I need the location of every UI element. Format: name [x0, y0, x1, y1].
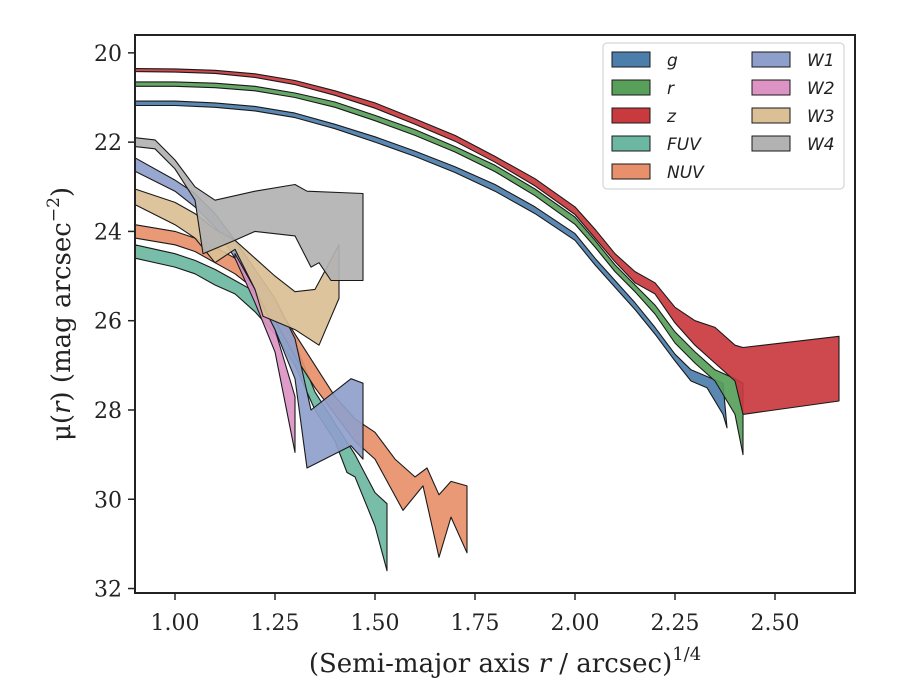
legend-swatch-w4 — [751, 135, 791, 152]
legend-label-w1: W1 — [807, 51, 835, 71]
band-w4 — [134, 137, 364, 282]
band-r — [134, 81, 744, 456]
x-axis-label: (Semi-major axis r / arcsec)1/4 — [309, 644, 701, 679]
y-axis-label: μ(r) (mag arcsec−2) — [44, 187, 77, 441]
y-tick-label: 30 — [94, 488, 122, 513]
x-axis: 1.00 1.25 1.50 1.75 2.00 2.25 2.50 — [151, 593, 800, 636]
x-tick-label: 2.50 — [751, 611, 800, 636]
legend-swatch-w3 — [751, 107, 791, 124]
legend-label-nuv: NUV — [667, 163, 705, 183]
y-tick-label: 26 — [94, 310, 122, 335]
legend-label-fuv: FUV — [667, 135, 702, 155]
legend-swatch-g — [611, 51, 651, 68]
legend-swatch-z — [611, 107, 651, 124]
legend-label-z: z — [666, 107, 677, 127]
x-tick-label: 2.25 — [651, 611, 700, 636]
y-tick-label: 22 — [94, 131, 122, 156]
band-z — [134, 67, 840, 415]
y-tick-label: 32 — [94, 578, 122, 603]
legend-swatch-w2 — [751, 79, 791, 96]
legend-label-w4: W4 — [807, 135, 835, 155]
x-tick-label: 1.00 — [151, 611, 200, 636]
y-tick-label: 28 — [94, 399, 122, 424]
y-tick-label: 20 — [94, 42, 122, 67]
x-tick-label: 1.75 — [451, 611, 500, 636]
x-tick-label: 1.50 — [351, 611, 400, 636]
legend-label-g: g — [667, 51, 678, 71]
legend-swatch-w1 — [751, 51, 791, 68]
legend-swatch-nuv — [611, 163, 651, 180]
x-tick-label: 2.00 — [551, 611, 600, 636]
legend: grz FUV NUV W1 W2 W3 W4 — [602, 42, 845, 190]
axes-frame — [134, 34, 856, 594]
legend-swatch-r — [611, 79, 651, 96]
legend-label-r: r — [667, 79, 675, 99]
legend-label-w3: W3 — [807, 107, 835, 127]
y-tick-label: 24 — [94, 220, 122, 245]
band-g — [134, 100, 728, 429]
legend-label-w2: W2 — [807, 79, 835, 99]
plot-area — [134, 67, 840, 572]
y-axis: 20 22 24 26 28 30 32 — [94, 42, 135, 603]
legend-swatch-fuv — [611, 135, 651, 152]
x-tick-label: 1.25 — [251, 611, 300, 636]
